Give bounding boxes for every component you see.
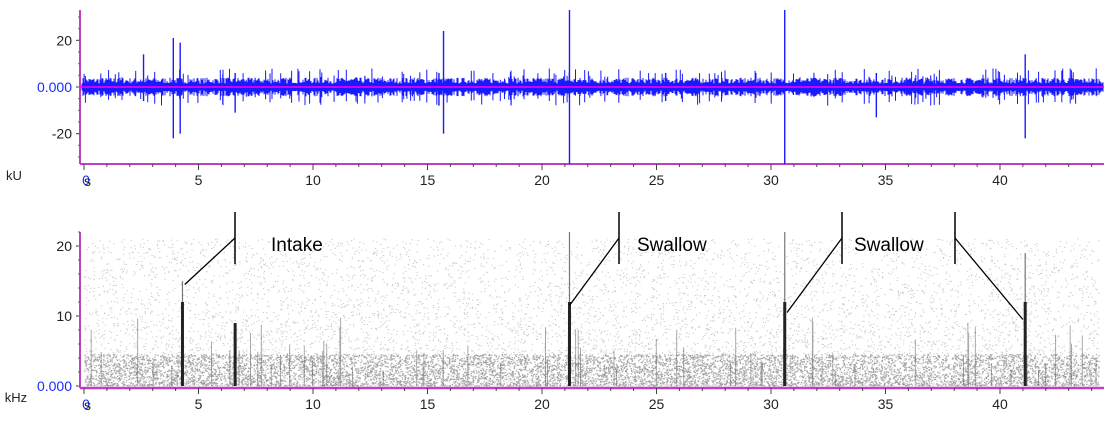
x-tick-label: 20 [534, 172, 550, 188]
annotation-layer: Intake Swallow Swallow [184, 212, 1024, 320]
x-tick-label: 40 [992, 396, 1008, 412]
annotation-label-intake: Intake [271, 235, 323, 256]
annotation-label-swallow-2: Swallow [854, 235, 924, 256]
x-tick-label: 40 [992, 172, 1008, 188]
x-tick-label: 25 [649, 172, 665, 188]
x-tick-label: 5 [195, 396, 203, 412]
y-unit-label: kU [6, 168, 22, 183]
y-tick-label: 10 [56, 308, 72, 324]
x-tick-label: 25 [649, 396, 665, 412]
y-tick-label: -20 [52, 126, 72, 142]
x-tick-label: 20 [534, 396, 550, 412]
annotation-leader-0 [184, 237, 236, 285]
x-tick-label: 0 [82, 172, 90, 188]
spectrogram-low-band [84, 353, 1100, 387]
x-tick-label: 15 [420, 396, 436, 412]
x-tick-label: 30 [763, 396, 779, 412]
y-tick-label: 20 [56, 238, 72, 254]
y-tick-label: 0.000 [37, 378, 72, 394]
x-tick-label: 30 [763, 172, 779, 188]
x-tick-label: 35 [878, 172, 894, 188]
y-tick-label: 20 [56, 32, 72, 48]
annotation-leader-3 [954, 237, 1024, 320]
annotation-label-swallow-1: Swallow [637, 235, 707, 256]
x-unit-label: s [84, 397, 91, 413]
annotation-leader-2 [786, 237, 843, 313]
x-tick-label: 10 [305, 172, 321, 188]
x-tick-label: 15 [420, 172, 436, 188]
x-tick-label: 35 [878, 396, 894, 412]
waveform-panel: 20 0.000 -20 kU 0 5 10 15 20 25 30 35 40 s [6, 10, 1104, 189]
x-tick-label: 5 [195, 172, 203, 188]
y-unit-label: kHz [5, 390, 27, 405]
x-tick-label: 10 [305, 396, 321, 412]
spectrogram-panel: 20 10 0.000 kHz 0 5 10 15 20 25 30 35 40 s [5, 231, 1104, 413]
x-tick-label: 0 [82, 396, 90, 412]
y-tick-label: 0.000 [37, 79, 72, 95]
annotation-leader-1 [568, 237, 620, 306]
x-unit-label: s [84, 173, 91, 189]
